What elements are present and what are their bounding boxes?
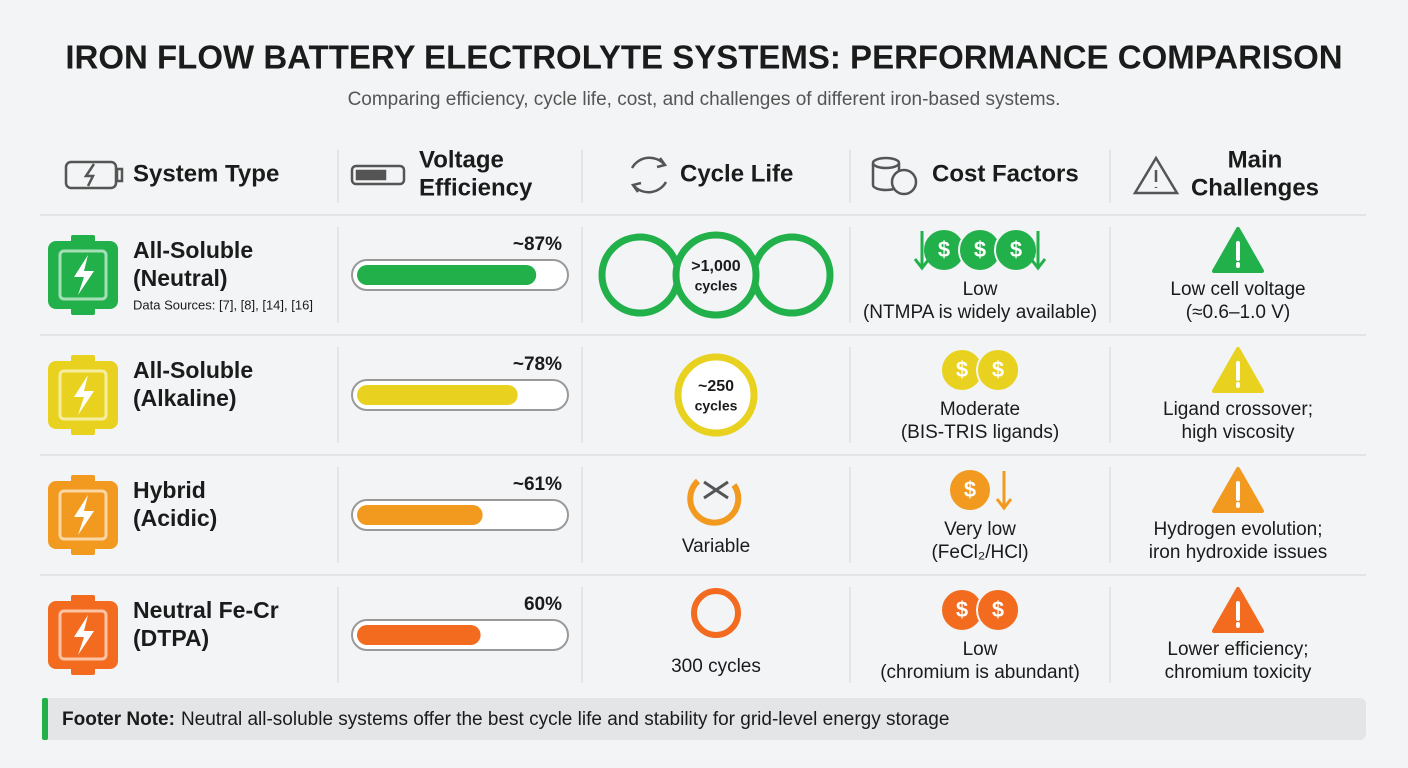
challenge-text: Low cell voltage [1170,279,1305,300]
system-name: All-Soluble [133,357,253,383]
efficiency-label: ~78% [513,354,562,375]
header-icons [64,155,1180,196]
footer: Footer Note: Neutral all-soluble systems … [62,709,949,730]
coin [948,468,992,512]
cost-text: (chromium is abundant) [880,662,1080,683]
cycle-ring [674,353,758,437]
down-arrow [1029,231,1047,271]
battery-inner [58,249,108,301]
battery-inner [58,609,108,661]
system-name: Neutral Fe-Cr [133,597,279,623]
system-name: All-Soluble [133,237,253,263]
challenge-text: Ligand crossover; [1163,399,1313,420]
cycle-life: >1,000 [691,258,740,275]
cost-text: (FeCl₂/HCl) [931,542,1028,563]
system-name: (Alkaline) [133,385,237,411]
efficiency-bar [357,385,518,405]
cycle-life: 300 cycles [671,656,761,677]
bolt [74,375,94,415]
cost-text: Low [963,279,998,300]
down-arrow [995,471,1013,511]
cost-text: Moderate [940,399,1020,420]
efficiency-label: ~87% [513,234,562,255]
coin-symbol: $ [938,237,950,262]
shuffle-icon [703,480,729,500]
battery-inner [58,489,108,541]
cost-text: Low [963,639,998,660]
system-name: Hybrid [133,477,206,503]
coin-symbol: $ [1010,237,1022,262]
challenge-text: (≈0.6–1.0 V) [1186,302,1290,323]
system-name: (DTPA) [133,625,209,651]
column-header: Challenges [1191,174,1319,201]
challenge-text: Hydrogen evolution; [1154,519,1323,540]
coin-symbol: $ [992,597,1004,622]
footer-accent [42,698,48,740]
cost-text: (BIS-TRIS ligands) [901,422,1059,443]
data-sources: Data Sources: [7], [8], [14], [16] [133,297,313,312]
challenge-text: chromium toxicity [1165,662,1312,683]
column-header: Cycle Life [680,160,793,187]
bolt [74,615,94,655]
efficiency-bar [357,625,481,645]
coin-symbol: $ [992,357,1004,382]
battery-inner [58,369,108,421]
footer-text: Neutral all-soluble systems offer the be… [181,709,949,730]
bolt [74,495,94,535]
column-header: Cost Factors [932,160,1079,187]
footer-box [42,698,1366,740]
down-arrow [913,231,931,271]
title: IRON FLOW BATTERY ELECTROLYTE SYSTEMS: P… [65,39,1342,76]
column-header: Voltage [419,146,504,173]
cycle-life: cycles [695,398,738,414]
coin [976,588,1020,632]
footer-label: Footer Note: [62,709,175,730]
bolt [74,255,94,295]
cycle-ring [691,588,741,638]
efficiency-label: ~61% [513,474,562,495]
cycle-loop [672,231,760,319]
subtitle: Comparing efficiency, cycle life, cost, … [348,89,1061,110]
coin-symbol: $ [956,597,968,622]
column-header: Main [1228,146,1283,173]
efficiency-bar [357,265,537,285]
system-name: (Acidic) [133,505,217,531]
column-header: System Type [133,160,279,187]
challenge-text: iron hydroxide issues [1149,542,1327,563]
system-name: (Neutral) [133,265,228,291]
challenge-text: high viscosity [1182,422,1295,443]
challenge-text: Lower efficiency; [1167,639,1308,660]
cycle-life: cycles [695,278,738,294]
coin [976,348,1020,392]
cycle-life: Variable [682,536,750,557]
efficiency-label: 60% [524,594,562,615]
cycle-life: ~250 [698,378,734,395]
coin-symbol: $ [974,237,986,262]
column-header: Efficiency [419,174,533,201]
coin-symbol: $ [956,357,968,382]
efficiency-bar [357,505,483,525]
cycle-icon [687,478,742,526]
cost-text: (NTMPA is widely available) [863,302,1097,323]
coin-symbol: $ [964,477,976,502]
cost-text: Very low [944,519,1016,540]
